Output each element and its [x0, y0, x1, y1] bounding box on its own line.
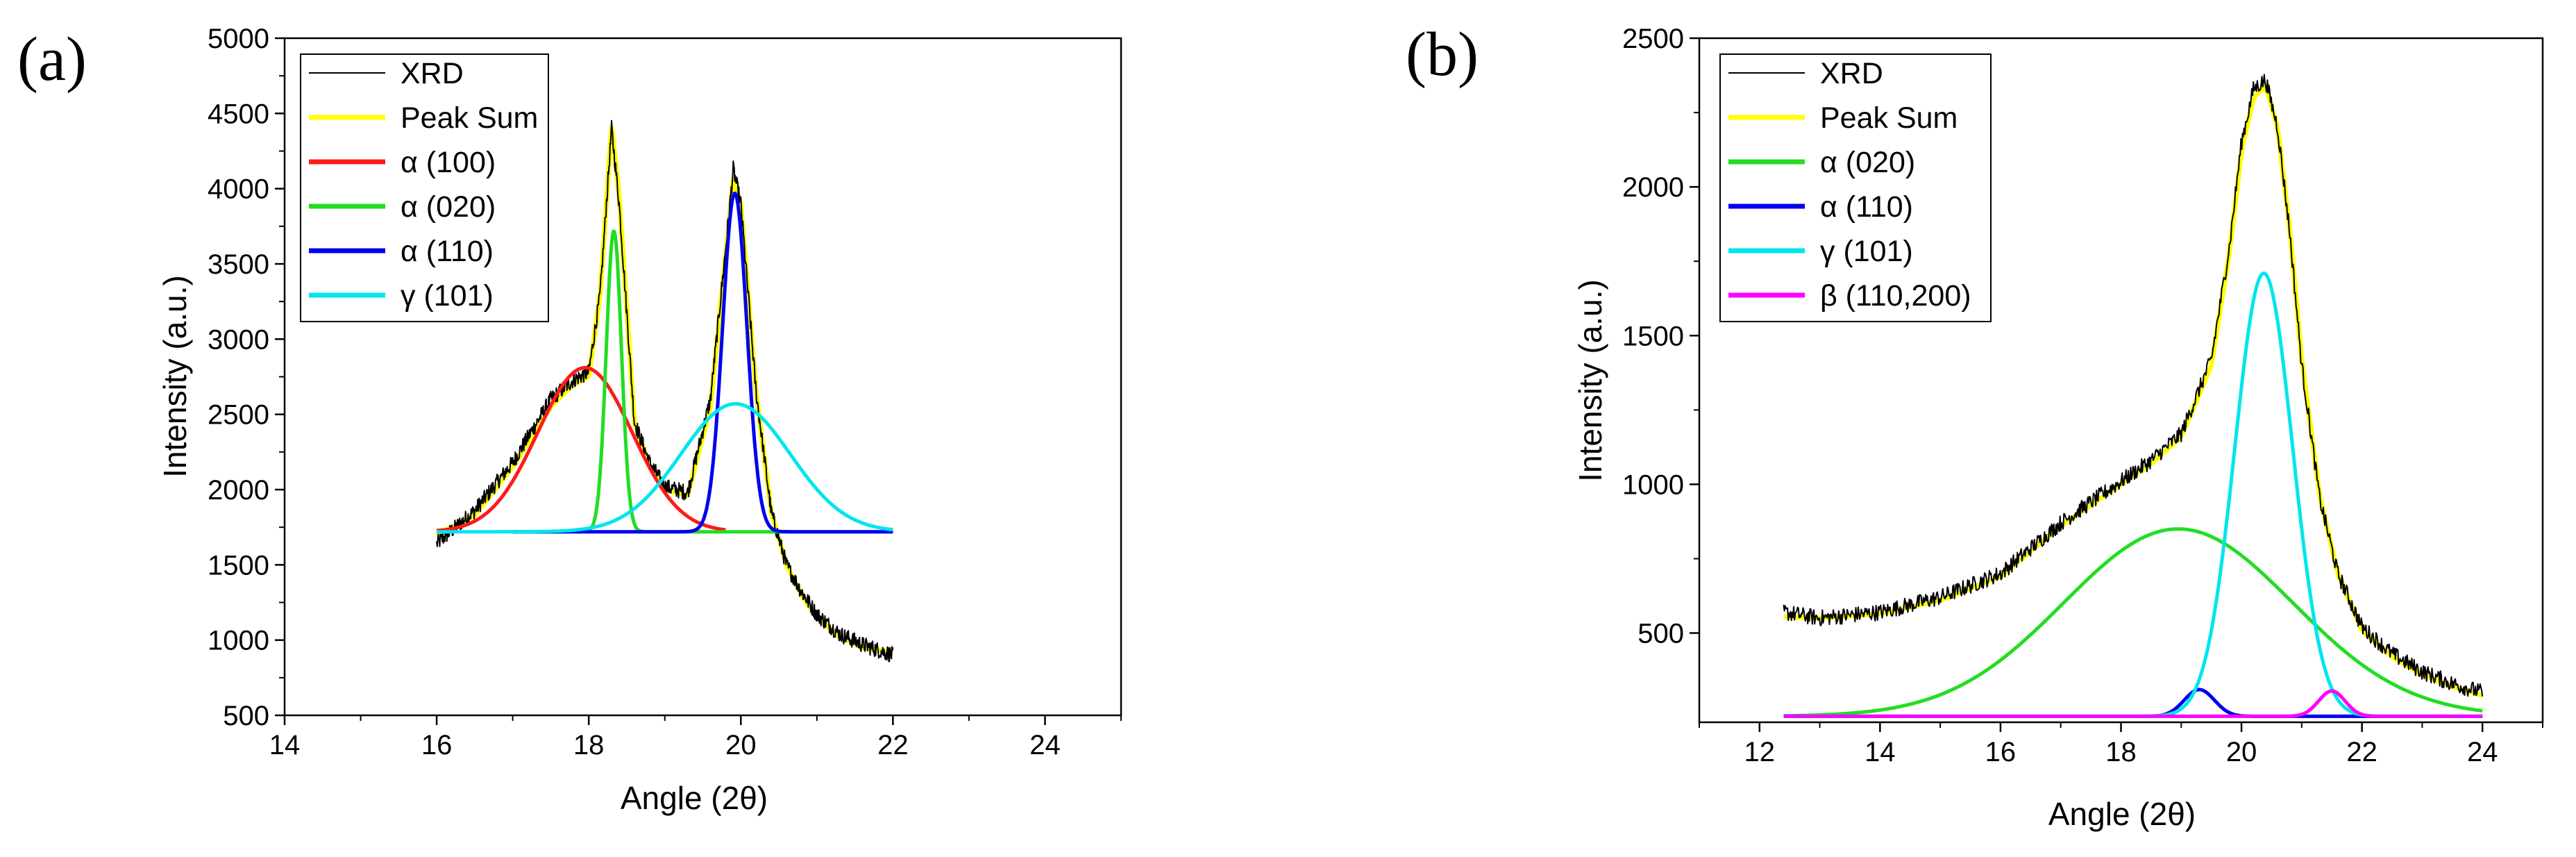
y-tick-label: 1500 [208, 550, 269, 581]
y-tick-label: 2500 [208, 400, 269, 431]
y-axis-title-b: Intensity (a.u.) [1572, 279, 1608, 481]
y-tick-label: 1000 [208, 626, 269, 656]
y-tick-label: 2000 [208, 475, 269, 506]
y-tick-label: 5000 [208, 24, 269, 54]
series-line--020 [1783, 527, 2483, 718]
x-tick-label: 14 [1864, 737, 1896, 767]
y-tick-label: 4000 [208, 174, 269, 205]
series-line--101 [1783, 271, 2483, 718]
legend-box-a [300, 53, 549, 322]
plot-frame-a [283, 37, 1122, 717]
legend-label: γ (101) [1820, 235, 1913, 268]
axes-b: 12 14 16 18 20 22 24 500 1000 1500 2000 2500 [1622, 24, 2543, 767]
panel-label-b: (b) [1406, 20, 1479, 89]
legend-label: Peak Sum [1820, 101, 1958, 135]
y-tick-label: 500 [223, 701, 269, 731]
x-axis-title-a: Angle (2θ) [621, 780, 768, 816]
legend-label: α (020) [401, 190, 496, 224]
x-tick-label: 20 [2226, 737, 2257, 767]
x-tick-label: 12 [1744, 737, 1776, 767]
plot-frame-b [1698, 37, 2544, 724]
x-tick-label: 18 [573, 730, 605, 760]
legend-label: α (020) [1820, 146, 1915, 179]
y-axis-title-a: Intensity (a.u.) [157, 275, 193, 477]
x-tick-label: 18 [2105, 737, 2137, 767]
series-line--110-200 [1783, 689, 2483, 718]
legend-b: XRD Peak Sum α (020) α (110) γ (101) β (110,2… [1719, 53, 1992, 322]
x-axis-title-b: Angle (2θ) [2048, 796, 2196, 832]
legend-label: Peak Sum [401, 101, 538, 135]
chart-panel-a: (a) 14 16 18 20 22 24 500 1000 1500 2000 2500 3000 3… [17, 24, 1122, 816]
series-line--110 [512, 191, 894, 534]
y-tick-label: 3500 [208, 249, 269, 280]
y-tick-label: 2500 [1622, 24, 1684, 54]
series-line--020 [512, 229, 894, 534]
legend-label: XRD [1820, 57, 1883, 90]
panel-label-a: (a) [17, 25, 87, 94]
chart-panel-b: (b) 12 14 16 18 20 22 24 500 1000 1500 2000 2500 An… [1406, 20, 2544, 832]
x-tick-label: 24 [1029, 730, 1061, 760]
x-tick-label: 16 [421, 730, 453, 760]
y-tick-label: 500 [1638, 619, 1684, 649]
series-line--110 [1783, 688, 2483, 718]
y-tick-label: 3000 [208, 324, 269, 355]
x-tick-label: 24 [2467, 737, 2498, 767]
legend-label: α (110) [1820, 190, 1913, 224]
x-tick-label: 22 [877, 730, 909, 760]
axes-a: 14 16 18 20 22 24 500 1000 1500 2000 2500 3000 3500 4… [208, 24, 1122, 760]
y-tick-label: 1500 [1622, 321, 1684, 351]
x-tick-label: 22 [2346, 737, 2377, 767]
x-tick-label: 20 [725, 730, 757, 760]
legend-label: XRD [401, 57, 464, 90]
series-line--100 [435, 366, 727, 533]
x-tick-label: 14 [269, 730, 301, 760]
series-line-xrd [1783, 74, 2484, 697]
legend-label: γ (101) [401, 279, 494, 313]
y-tick-label: 4500 [208, 99, 269, 129]
plot-area-b [1783, 74, 2484, 718]
x-tick-label: 16 [1985, 737, 2017, 767]
legend-label: α (110) [401, 235, 494, 268]
plot-area-a [435, 119, 895, 663]
legend-label: β (110,200) [1820, 279, 1971, 313]
y-tick-label: 2000 [1622, 172, 1684, 203]
legend-box-b [1719, 53, 1992, 322]
y-tick-label: 1000 [1622, 469, 1684, 500]
legend-a: XRD Peak Sum α (100) α (020) α (110) γ (101) [300, 53, 549, 322]
series-line--101 [436, 402, 894, 534]
legend-label: α (100) [401, 146, 496, 179]
